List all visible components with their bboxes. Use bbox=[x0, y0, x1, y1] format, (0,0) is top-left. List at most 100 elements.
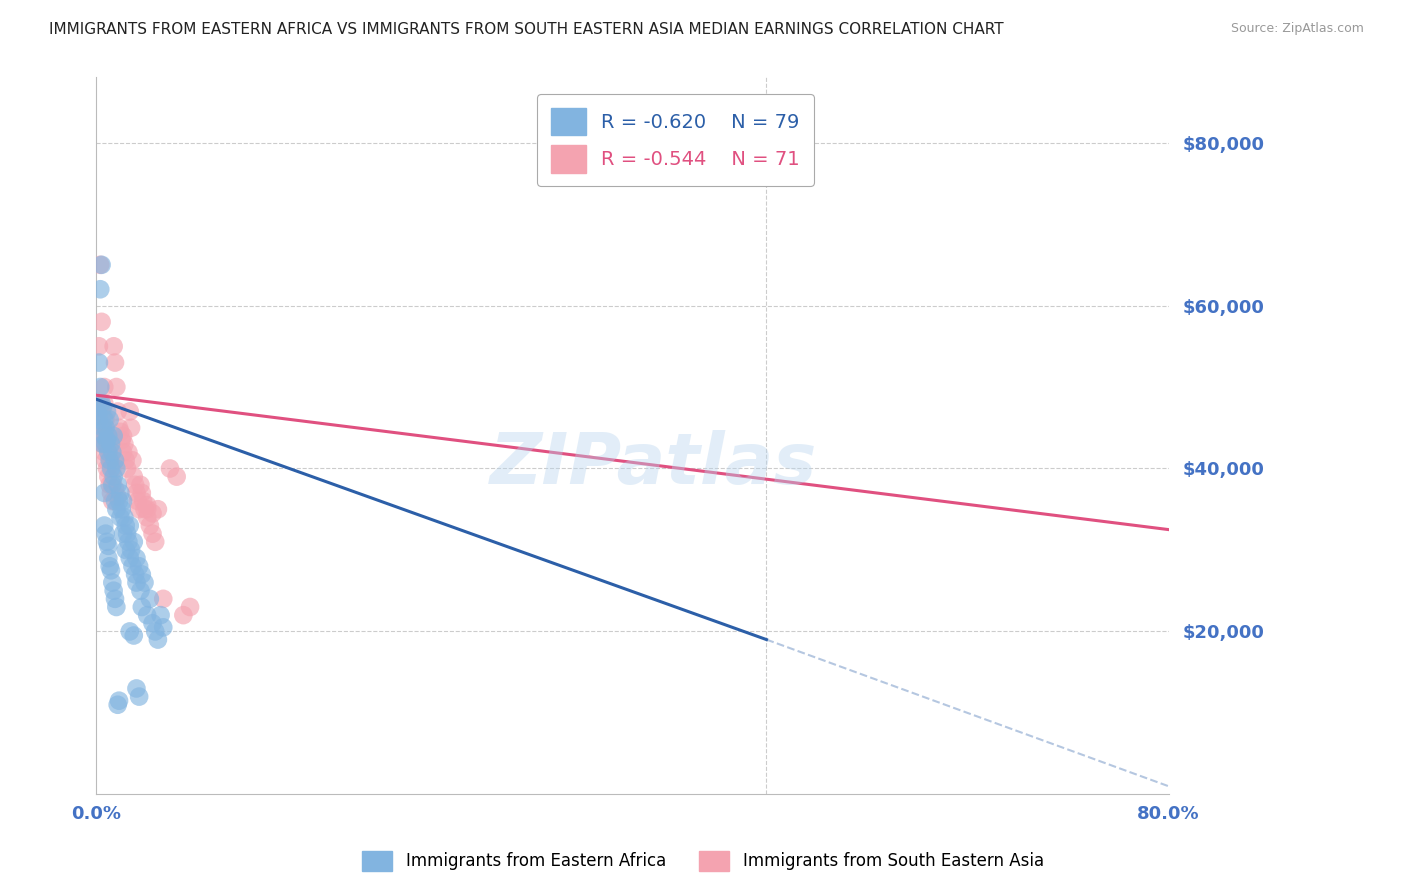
Point bbox=[152, 620, 174, 634]
Point bbox=[100, 437, 122, 451]
Point bbox=[93, 518, 115, 533]
Point bbox=[93, 429, 115, 443]
Point bbox=[103, 469, 125, 483]
Text: Source: ZipAtlas.com: Source: ZipAtlas.com bbox=[1230, 22, 1364, 36]
Point bbox=[107, 404, 129, 418]
Point bbox=[172, 608, 194, 623]
Point bbox=[125, 575, 148, 590]
Point bbox=[105, 502, 128, 516]
Point bbox=[97, 429, 120, 443]
Point bbox=[107, 477, 129, 491]
Point bbox=[152, 591, 174, 606]
Point bbox=[129, 583, 152, 598]
Point bbox=[141, 506, 163, 520]
Point bbox=[118, 624, 141, 639]
Point bbox=[108, 494, 131, 508]
Point bbox=[108, 421, 131, 435]
Point bbox=[101, 494, 124, 508]
Point bbox=[97, 551, 120, 566]
Point bbox=[146, 632, 169, 647]
Point bbox=[104, 355, 127, 369]
Point bbox=[122, 534, 145, 549]
Point bbox=[136, 608, 159, 623]
Point bbox=[96, 433, 118, 447]
Point bbox=[89, 258, 111, 272]
Point bbox=[98, 445, 121, 459]
Point bbox=[98, 412, 121, 426]
Point bbox=[101, 477, 124, 491]
Point bbox=[141, 616, 163, 631]
Point bbox=[90, 315, 112, 329]
Point bbox=[118, 404, 141, 418]
Point bbox=[97, 441, 120, 455]
Point bbox=[91, 409, 114, 423]
Point bbox=[89, 396, 111, 410]
Point bbox=[90, 396, 112, 410]
Point bbox=[136, 510, 159, 524]
Point bbox=[105, 599, 128, 614]
Point bbox=[143, 534, 166, 549]
Point bbox=[132, 494, 155, 508]
Point bbox=[89, 380, 111, 394]
Point bbox=[94, 412, 117, 426]
Point bbox=[93, 486, 115, 500]
Point bbox=[94, 421, 117, 435]
Point bbox=[117, 534, 139, 549]
Point bbox=[96, 534, 118, 549]
Point bbox=[134, 575, 156, 590]
Point bbox=[114, 518, 136, 533]
Text: ZIPatlas: ZIPatlas bbox=[491, 430, 817, 500]
Point bbox=[104, 494, 127, 508]
Point bbox=[125, 486, 148, 500]
Point bbox=[110, 510, 132, 524]
Point bbox=[94, 437, 117, 451]
Point bbox=[143, 624, 166, 639]
Point bbox=[96, 404, 118, 418]
Point bbox=[96, 429, 118, 443]
Point bbox=[110, 425, 132, 439]
Point bbox=[112, 437, 135, 451]
Point bbox=[90, 429, 112, 443]
Point bbox=[91, 437, 114, 451]
Point bbox=[107, 698, 129, 712]
Point bbox=[101, 461, 124, 475]
Point bbox=[128, 559, 150, 574]
Point bbox=[125, 551, 148, 566]
Point bbox=[91, 401, 114, 415]
Legend: R = -0.620    N = 79, R = -0.544    N = 71: R = -0.620 N = 79, R = -0.544 N = 71 bbox=[537, 95, 814, 186]
Point bbox=[87, 355, 110, 369]
Point bbox=[136, 502, 159, 516]
Point bbox=[100, 486, 122, 500]
Point bbox=[131, 486, 153, 500]
Point bbox=[131, 567, 153, 582]
Point bbox=[146, 502, 169, 516]
Point bbox=[114, 453, 136, 467]
Point bbox=[90, 258, 112, 272]
Point bbox=[97, 441, 120, 455]
Point bbox=[122, 628, 145, 642]
Point bbox=[103, 583, 125, 598]
Point bbox=[139, 591, 162, 606]
Point bbox=[101, 474, 124, 488]
Point bbox=[87, 412, 110, 426]
Point bbox=[121, 559, 143, 574]
Point bbox=[122, 469, 145, 483]
Point bbox=[111, 502, 134, 516]
Point bbox=[97, 445, 120, 459]
Point bbox=[124, 477, 146, 491]
Point bbox=[125, 681, 148, 696]
Point bbox=[105, 461, 128, 475]
Point bbox=[120, 421, 142, 435]
Point bbox=[112, 510, 135, 524]
Point bbox=[96, 437, 118, 451]
Point bbox=[112, 445, 135, 459]
Point bbox=[100, 461, 122, 475]
Point bbox=[118, 518, 141, 533]
Legend: Immigrants from Eastern Africa, Immigrants from South Eastern Asia: Immigrants from Eastern Africa, Immigran… bbox=[354, 842, 1052, 880]
Point bbox=[96, 461, 118, 475]
Point bbox=[90, 404, 112, 418]
Point bbox=[166, 469, 188, 483]
Point bbox=[89, 282, 111, 296]
Point bbox=[97, 469, 120, 483]
Point bbox=[101, 445, 124, 459]
